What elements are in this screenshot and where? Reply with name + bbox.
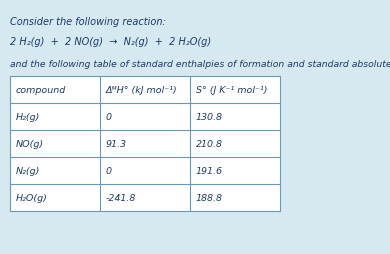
Text: 210.8: 210.8	[196, 139, 223, 148]
Text: 188.8: 188.8	[196, 193, 223, 202]
Text: H₂O(g): H₂O(g)	[16, 193, 48, 202]
Text: Consider the following reaction:: Consider the following reaction:	[10, 17, 166, 27]
Text: 0: 0	[106, 166, 112, 175]
Text: compound: compound	[16, 86, 66, 95]
Text: 91.3: 91.3	[106, 139, 127, 148]
Text: NO(g): NO(g)	[16, 139, 44, 148]
Text: ΔᴹH° (kJ mol⁻¹): ΔᴹH° (kJ mol⁻¹)	[106, 86, 178, 95]
Text: N₂(g): N₂(g)	[16, 166, 41, 175]
Text: 191.6: 191.6	[196, 166, 223, 175]
Text: -241.8: -241.8	[106, 193, 136, 202]
Text: S° (J K⁻¹ mol⁻¹): S° (J K⁻¹ mol⁻¹)	[196, 86, 268, 95]
Text: H₂(g): H₂(g)	[16, 113, 41, 121]
Bar	[10, 77, 280, 211]
Text: 130.8: 130.8	[196, 113, 223, 121]
Text: 0: 0	[106, 113, 112, 121]
Text: 2 H₂(g)  +  2 NO(g)  →  N₂(g)  +  2 H₂O(g): 2 H₂(g) + 2 NO(g) → N₂(g) + 2 H₂O(g)	[10, 37, 211, 47]
Text: and the following table of standard enthalpies of formation and standard absolut: and the following table of standard enth…	[10, 60, 390, 69]
